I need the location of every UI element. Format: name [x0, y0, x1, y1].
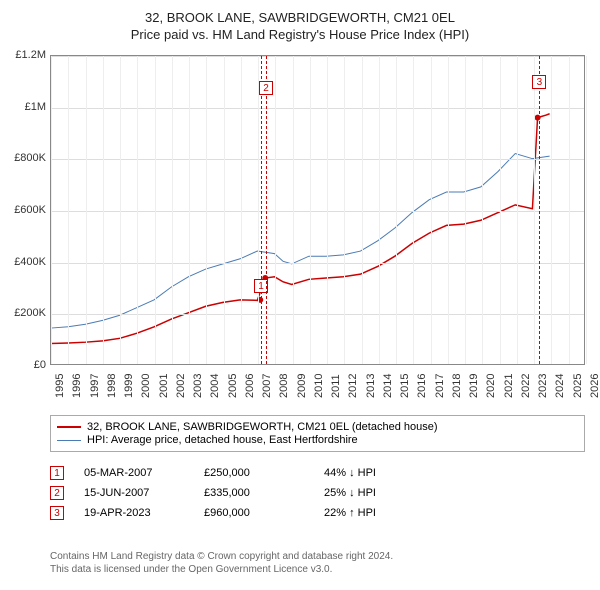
legend-swatch	[57, 426, 81, 428]
footer-line1: Contains HM Land Registry data © Crown c…	[50, 550, 585, 563]
x-tick-label: 2026	[589, 374, 600, 398]
x-tick-label: 2019	[468, 374, 480, 398]
series-price_paid	[51, 114, 550, 344]
event-delta: 22% ↑ HPI	[324, 507, 444, 519]
x-tick-label: 2011	[330, 374, 342, 398]
x-tick-label: 1996	[71, 374, 83, 398]
footer-line2: This data is licensed under the Open Gov…	[50, 563, 585, 576]
x-tick-label: 2024	[554, 374, 566, 398]
chart-marker: 3	[532, 75, 546, 89]
event-delta: 44% ↓ HPI	[324, 467, 444, 479]
x-tick-label: 2018	[451, 374, 463, 398]
x-tick-label: 2009	[296, 374, 308, 398]
x-tick-label: 1997	[89, 374, 101, 398]
events-table: 1 05-MAR-2007£250,00044% ↓ HPI 2 15-JUN-200…	[50, 460, 585, 526]
x-tick-label: 2014	[382, 374, 394, 398]
event-row: 2 15-JUN-2007£335,00025% ↓ HPI	[50, 486, 585, 500]
event-marker: 3	[50, 506, 64, 520]
x-tick-label: 2000	[140, 374, 152, 398]
x-tick-label: 2003	[192, 374, 204, 398]
x-tick-label: 2001	[158, 374, 170, 398]
chart-container: { "title": { "line1": "32, BROOK LANE, S…	[0, 0, 600, 590]
chart-svg	[51, 56, 584, 364]
event-price: £960,000	[204, 507, 324, 519]
y-tick-label: £800K	[14, 152, 46, 164]
y-tick-label: £1M	[25, 101, 46, 113]
x-tick-label: 2023	[537, 374, 549, 398]
event-row: 1 05-MAR-2007£250,00044% ↓ HPI	[50, 466, 585, 480]
event-marker: 2	[50, 486, 64, 500]
legend-label: 32, BROOK LANE, SAWBRIDGEWORTH, CM21 0EL…	[87, 421, 438, 433]
chart-title: 32, BROOK LANE, SAWBRIDGEWORTH, CM21 0EL…	[0, 0, 600, 42]
event-price: £335,000	[204, 487, 324, 499]
y-tick-label: £400K	[14, 256, 46, 268]
x-tick-label: 2012	[347, 374, 359, 398]
x-tick-label: 2015	[399, 374, 411, 398]
x-tick-label: 2020	[485, 374, 497, 398]
x-tick-label: 1995	[54, 374, 66, 398]
x-tick-label: 2006	[244, 374, 256, 398]
title-subtitle: Price paid vs. HM Land Registry's House …	[0, 27, 600, 42]
legend-swatch	[57, 440, 81, 441]
legend: 32, BROOK LANE, SAWBRIDGEWORTH, CM21 0EL…	[50, 415, 585, 452]
x-tick-label: 2004	[209, 374, 221, 398]
x-tick-label: 2008	[278, 374, 290, 398]
x-tick-label: 2005	[227, 374, 239, 398]
event-date: 19-APR-2023	[84, 507, 204, 519]
y-axis: £0£200K£400K£600K£800K£1M£1.2M	[0, 55, 48, 365]
x-tick-label: 2016	[416, 374, 428, 398]
chart-plot-area: 123	[50, 55, 585, 365]
legend-label: HPI: Average price, detached house, East…	[87, 434, 358, 446]
footer-attribution: Contains HM Land Registry data © Crown c…	[50, 550, 585, 576]
event-marker: 1	[50, 466, 64, 480]
event-price: £250,000	[204, 467, 324, 479]
x-tick-label: 2021	[503, 374, 515, 398]
legend-row: HPI: Average price, detached house, East…	[57, 434, 578, 446]
x-tick-label: 2010	[313, 374, 325, 398]
x-tick-label: 2022	[520, 374, 532, 398]
x-tick-label: 2017	[434, 374, 446, 398]
x-tick-label: 2007	[261, 374, 273, 398]
series-hpi	[51, 154, 550, 329]
y-tick-label: £1.2M	[15, 49, 46, 61]
x-tick-label: 2013	[365, 374, 377, 398]
y-tick-label: £0	[34, 359, 46, 371]
y-tick-label: £600K	[14, 204, 46, 216]
x-tick-label: 1999	[123, 374, 135, 398]
y-tick-label: £200K	[14, 307, 46, 319]
event-date: 05-MAR-2007	[84, 467, 204, 479]
event-row: 3 19-APR-2023£960,00022% ↑ HPI	[50, 506, 585, 520]
x-tick-label: 1998	[106, 374, 118, 398]
x-tick-label: 2002	[175, 374, 187, 398]
title-address: 32, BROOK LANE, SAWBRIDGEWORTH, CM21 0EL	[0, 10, 600, 25]
event-date: 15-JUN-2007	[84, 487, 204, 499]
event-delta: 25% ↓ HPI	[324, 487, 444, 499]
chart-marker: 2	[259, 81, 273, 95]
legend-row: 32, BROOK LANE, SAWBRIDGEWORTH, CM21 0EL…	[57, 421, 578, 433]
x-tick-label: 2025	[572, 374, 584, 398]
x-axis: 1995 1996 1997 1998 1999 2000 2001 2002 2003 2004…	[50, 370, 585, 410]
